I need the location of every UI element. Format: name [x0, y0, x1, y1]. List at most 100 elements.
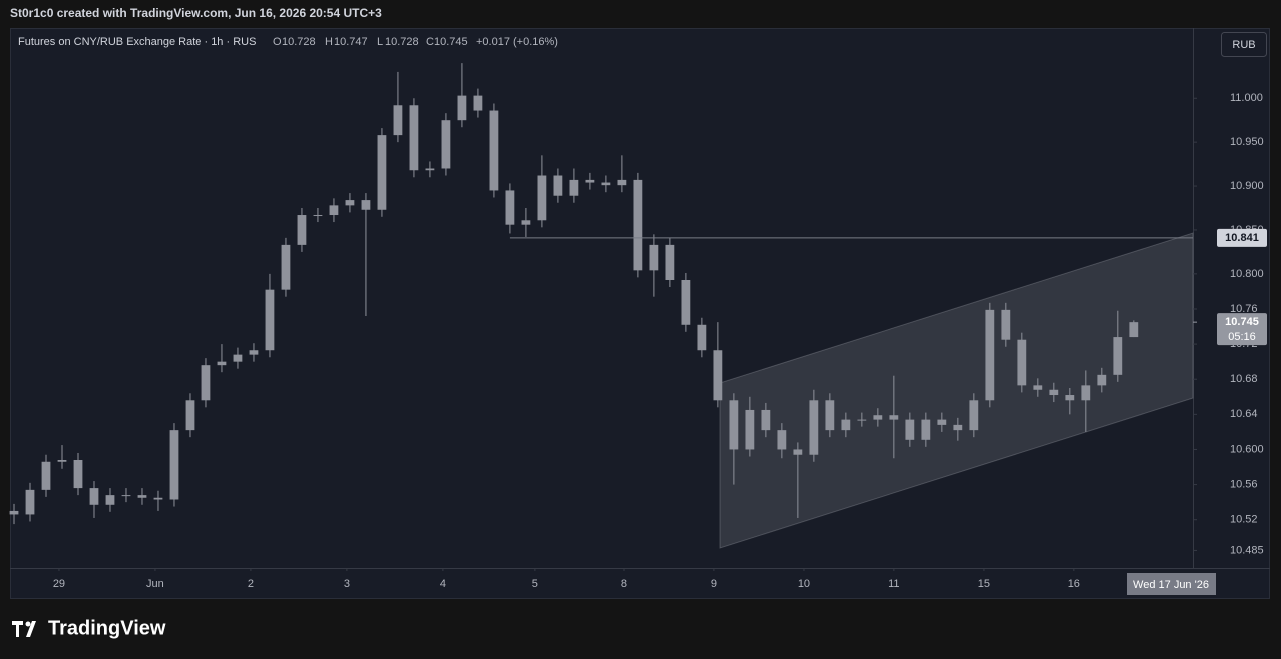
last-price-box: [1217, 313, 1267, 346]
candle-body: [1033, 385, 1043, 390]
candle-body: [1001, 309, 1011, 340]
chart-panel: [10, 28, 1270, 599]
x-tick-label: 15: [978, 578, 990, 590]
hline-price-box: [1217, 228, 1267, 247]
candle-body: [937, 419, 947, 425]
candle-body: [601, 182, 611, 186]
crosshair-time-box: [1127, 573, 1216, 595]
candle-body: [777, 430, 787, 450]
candle-body: [521, 220, 531, 225]
candle-body: [1049, 389, 1059, 396]
candle-body: [713, 350, 723, 401]
y-tick-label: 10.76: [1230, 303, 1258, 315]
symbol: Futures on CNY/RUB Exchange Rate · 1h · …: [18, 36, 256, 48]
candle-body: [153, 497, 163, 500]
y-tick-label: 11.000: [1230, 92, 1263, 104]
high-value: 10.747: [334, 36, 368, 48]
candle-body: [1065, 395, 1075, 401]
last-price-label: 10.745: [1225, 316, 1259, 328]
open-label: O: [273, 36, 282, 48]
close-value: 10.745: [434, 36, 468, 48]
candle-body: [857, 419, 867, 421]
candle-body: [1113, 337, 1123, 375]
candle-body: [505, 190, 515, 225]
legend: Futures on CNY/RUB Exchange Rate · 1h · …: [18, 36, 558, 48]
candle-body: [825, 400, 835, 431]
candle-body: [553, 175, 563, 196]
candle-body: [89, 488, 99, 505]
y-tick-label: 10.68: [1230, 373, 1258, 385]
x-tick-label: 2: [248, 578, 254, 590]
candle-body: [265, 289, 275, 351]
candle-body: [489, 110, 499, 191]
candle-body: [105, 495, 115, 505]
candle-body: [281, 244, 291, 290]
candle-body: [681, 280, 691, 325]
candle-body: [201, 365, 211, 401]
y-tick-label: 10.56: [1230, 478, 1258, 490]
y-tick-label: 10.52: [1230, 514, 1258, 526]
parallel-channel: [719, 232, 1194, 549]
candle-body: [377, 135, 387, 210]
candle-body: [665, 244, 675, 280]
candle-body: [1017, 339, 1027, 386]
y-tick-label: 10.64: [1230, 408, 1258, 420]
countdown: 05:16: [1228, 331, 1256, 343]
candle-body: [25, 489, 35, 515]
x-tick-label: 5: [532, 578, 538, 590]
crosshair-time: Wed 17 Jun '26: [1133, 579, 1209, 591]
low-label: L: [377, 36, 383, 48]
currency-button[interactable]: [1221, 32, 1267, 57]
x-tick-label: 10: [798, 578, 810, 590]
candle-body: [217, 361, 227, 366]
candle-body: [969, 400, 979, 431]
x-tick-label: 16: [1068, 578, 1080, 590]
candle-body: [537, 175, 547, 221]
candle-body: [921, 419, 931, 440]
candle-body: [873, 415, 883, 420]
high-label: H: [325, 36, 333, 48]
candle-body: [1081, 385, 1091, 401]
y-tick-label: 10.950: [1230, 136, 1264, 148]
change: +0.017 (+0.16%): [476, 36, 558, 48]
candle-body: [329, 205, 339, 216]
candle-body: [985, 309, 995, 401]
x-tick-label: 3: [344, 578, 350, 590]
x-tick-label: 4: [440, 578, 446, 590]
candle-body: [729, 400, 739, 450]
candle-body: [425, 168, 435, 171]
candle-body: [185, 400, 195, 431]
candle-body: [441, 120, 451, 169]
plot: [9, 63, 1139, 525]
candle-body: [841, 419, 851, 431]
candle-body: [41, 461, 51, 490]
candle-body: [761, 409, 771, 431]
candle-body: [649, 244, 659, 271]
candle-body: [1129, 322, 1139, 338]
candle-body: [473, 95, 483, 111]
hline-price-label: 10.841: [1225, 232, 1259, 244]
candle-body: [137, 495, 147, 498]
candle-body: [121, 495, 131, 497]
y-tick-label: 10.600: [1230, 443, 1264, 455]
candle-body: [745, 409, 755, 450]
candle-body: [697, 324, 707, 351]
x-tick-label: 29: [53, 578, 65, 590]
candle-body: [249, 350, 259, 355]
candle-body: [457, 95, 467, 121]
x-tick-label: Jun: [146, 578, 164, 590]
candle-body: [345, 200, 355, 206]
currency[interactable]: RUB: [1232, 39, 1255, 51]
candle-body: [793, 449, 803, 455]
candle-body: [313, 215, 323, 217]
candle-body: [633, 179, 643, 271]
candle-body: [1097, 374, 1107, 386]
attribution: St0r1c0 created with TradingView.com, Ju…: [10, 6, 382, 20]
candle-body: [617, 179, 627, 186]
open-value: 10.728: [282, 36, 316, 48]
x-tick-label: 8: [621, 578, 627, 590]
candle-body: [905, 419, 915, 440]
candle-body: [361, 200, 371, 210]
